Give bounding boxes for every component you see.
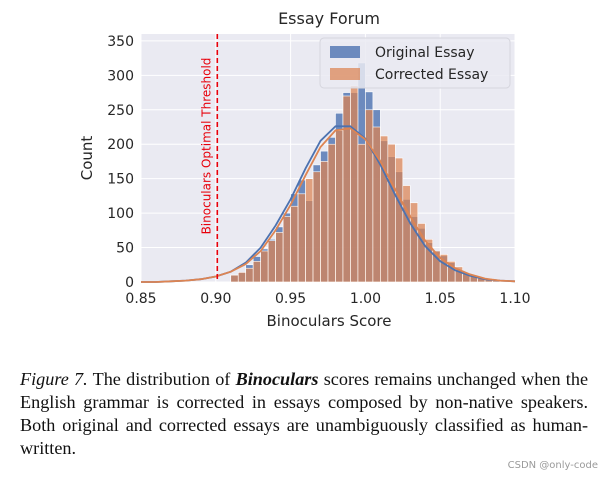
- x-axis-label: Binoculars Score: [266, 312, 391, 330]
- bar-corrected: [350, 85, 359, 283]
- caption-text-1: The distribution of: [87, 369, 236, 389]
- bar-corrected: [320, 161, 329, 283]
- x-tick-label: 1.10: [499, 291, 530, 307]
- bar-corrected: [297, 193, 306, 283]
- figure-caption: Figure 7. The distribution of Binoculars…: [20, 368, 588, 460]
- histogram-chart: Binoculars Optimal Threshold 0.85 0.90 0.9…: [78, 9, 531, 330]
- axis-ticks: 0.85 0.90 0.95 1.00 1.05 1.10 0 50 100 150 200 250 3…: [107, 34, 530, 307]
- bar-corrected: [260, 250, 269, 283]
- legend-swatch: [330, 46, 360, 58]
- y-tick-label: 0: [125, 275, 134, 291]
- y-tick-label: 150: [107, 172, 134, 188]
- x-tick-label: 0.90: [200, 291, 231, 307]
- x-tick-label: 1.05: [425, 291, 456, 307]
- bar-corrected: [245, 267, 254, 283]
- legend-label: Original Essay: [375, 45, 475, 61]
- caption-text-2: scores remains unchanged when the Englis…: [20, 369, 589, 458]
- bar-corrected: [395, 157, 404, 283]
- legend-swatch: [330, 68, 360, 80]
- y-tick-label: 250: [107, 103, 134, 119]
- legend-box: [319, 37, 511, 89]
- y-tick-label: 300: [107, 68, 134, 84]
- y-tick-label: 50: [116, 241, 134, 257]
- bar-corrected: [402, 185, 411, 283]
- bar-corrected: [417, 223, 426, 283]
- y-tick-label: 100: [107, 206, 134, 222]
- watermark: CSDN @only-code: [507, 460, 598, 471]
- caption-emphasis: Binoculars: [235, 369, 319, 389]
- bar-corrected: [305, 178, 314, 283]
- bar-corrected: [342, 95, 351, 283]
- threshold-group: Binoculars Optimal Threshold: [199, 34, 219, 282]
- bar-corrected: [387, 143, 396, 283]
- x-tick-label: 0.85: [125, 291, 156, 307]
- bar-corrected: [365, 109, 374, 283]
- chart-title: Essay Forum: [278, 9, 380, 28]
- bar-corrected: [230, 274, 239, 283]
- kde-curves: [141, 125, 516, 283]
- bar-corrected: [275, 232, 284, 283]
- bar-corrected: [290, 205, 299, 283]
- legend-label: Corrected Essay: [375, 67, 488, 83]
- bar-corrected: [380, 135, 389, 283]
- bar-corrected: [372, 126, 381, 283]
- bar-corrected: [237, 272, 247, 283]
- bar-corrected: [409, 202, 419, 283]
- x-tick-label: 0.95: [275, 291, 306, 307]
- bar-corrected: [252, 261, 261, 283]
- y-tick-label: 200: [107, 137, 134, 153]
- kde-corrected: [141, 127, 516, 283]
- caption-label: Figure 7.: [20, 369, 88, 389]
- bar-corrected: [357, 143, 366, 283]
- y-axis-label: Count: [78, 136, 96, 181]
- legend: Original Essay Corrected Essay: [319, 37, 511, 89]
- bar-corrected: [327, 143, 336, 283]
- bar-corrected: [282, 216, 291, 283]
- bar-corrected: [312, 171, 321, 283]
- x-tick-label: 1.00: [350, 291, 381, 307]
- y-tick-label: 350: [107, 34, 134, 50]
- threshold-label: Binoculars Optimal Threshold: [199, 58, 213, 235]
- bar-corrected: [335, 130, 344, 283]
- bar-corrected: [267, 240, 276, 283]
